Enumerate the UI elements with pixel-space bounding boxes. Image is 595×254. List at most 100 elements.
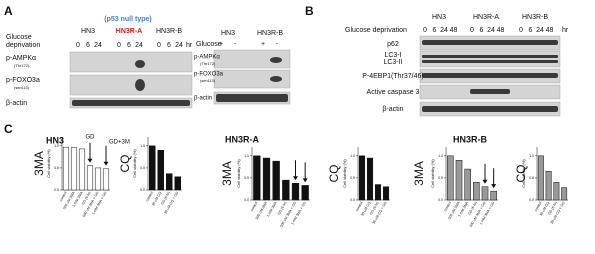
group-header: HN3 — [221, 30, 235, 37]
bar — [561, 187, 568, 201]
bar — [70, 147, 78, 191]
bar — [62, 146, 70, 191]
chart-title: HN3R-B — [453, 134, 488, 144]
time-label: 6 — [127, 42, 131, 49]
sign-label: - — [234, 41, 237, 48]
y-axis-label: Cell viability (%) — [430, 159, 435, 188]
time-label: 24 — [135, 42, 143, 49]
time-label: 6 — [86, 42, 90, 49]
blot-strip — [69, 74, 193, 96]
x-tick-label: 30 uM CQ — [151, 191, 163, 207]
bar — [537, 155, 544, 201]
y-tick-label: 0.0 — [529, 198, 534, 202]
y-tick-label: 0.5 — [529, 176, 534, 180]
x-tick-label: control — [443, 201, 452, 212]
bar — [86, 165, 94, 191]
subtitle: (p53 null type) — [104, 16, 151, 23]
group-header: HN3 — [432, 14, 446, 21]
bar — [282, 179, 290, 201]
row-label: P-4EBP1(Thr37/46) — [362, 73, 423, 80]
time-label: 0 — [157, 42, 161, 49]
bar — [455, 160, 463, 201]
bar — [382, 186, 390, 201]
row-label: β-actin — [6, 100, 27, 107]
time-label: 0 — [117, 42, 121, 49]
blot-band — [422, 73, 558, 78]
arrow-head — [302, 178, 308, 183]
time-label: 0 — [519, 27, 523, 34]
y-axis-label: Cell viability (%) — [132, 149, 137, 178]
bar — [301, 185, 309, 201]
unit: hr — [562, 27, 569, 34]
sign-label: + — [219, 41, 223, 48]
drug-label: CQ — [118, 155, 132, 173]
arrow-head — [482, 179, 488, 184]
bar — [272, 160, 280, 201]
group-header: HN3R-B — [522, 14, 548, 21]
condition: Glucose — [196, 41, 222, 48]
blot-band — [216, 94, 288, 102]
arrow-head — [491, 184, 497, 189]
time-label: 24 — [94, 42, 102, 49]
x-tick-label: GD (6 hr) — [547, 201, 558, 216]
unit: hr — [186, 42, 193, 49]
bar — [545, 171, 552, 201]
bar — [166, 173, 173, 191]
row-label: p-AMPKα — [194, 55, 220, 61]
row-label: p62 — [387, 41, 399, 48]
bar — [358, 155, 366, 201]
y-tick-label: 1.0 — [140, 144, 145, 148]
arrow-head — [293, 176, 298, 181]
blot-band — [422, 106, 558, 112]
time-label: 48 — [450, 27, 458, 34]
arrow-head — [87, 158, 93, 163]
blot-band — [72, 100, 190, 106]
row-label: LC3-I — [384, 52, 401, 59]
group-header: HN3R-B — [257, 30, 283, 37]
bar — [291, 182, 300, 201]
y-axis-label: Cell viability (%) — [521, 159, 526, 188]
chart-title: HN3 — [46, 135, 64, 145]
bar — [481, 186, 489, 201]
row-site: (ser413) — [200, 78, 216, 83]
bar — [102, 168, 110, 191]
x-tick-label: GD (6 hr) — [160, 191, 171, 206]
blot-band — [470, 89, 510, 94]
y-tick-label: 1.0 — [244, 154, 249, 158]
time-label: 24 — [175, 42, 183, 49]
condition: deprivation — [6, 42, 40, 49]
group-header: HN3 — [81, 28, 95, 35]
bar — [490, 190, 497, 201]
blot-band — [135, 60, 145, 68]
row-label: LC3-II — [383, 59, 402, 66]
bar — [149, 145, 156, 191]
group-header: HN3R-A — [116, 28, 142, 35]
row-label: p-FOXO3a — [194, 72, 224, 78]
row-label: Active caspase 3 — [367, 89, 420, 96]
x-tick-label: 30 uM CQ — [539, 201, 551, 217]
time-label: 0 — [470, 27, 474, 34]
row-label: p-FOXO3a — [6, 77, 40, 84]
time-label: 6 — [167, 42, 171, 49]
x-tick-label: GD (6 hr) — [369, 201, 380, 216]
y-tick-label: 1.0 — [438, 154, 443, 158]
chart-title: HN3R-A — [225, 134, 260, 144]
y-axis-label: Cell viability (%) — [236, 159, 241, 188]
row-label: β-actin — [382, 106, 403, 113]
time-label: 24 — [536, 27, 544, 34]
y-axis-label: Cell viability (%) — [46, 149, 51, 178]
blot-band — [422, 60, 558, 63]
annotation: GD — [86, 134, 96, 140]
time-label: 24 — [487, 27, 495, 34]
blot-band — [270, 76, 282, 82]
y-tick-label: 1.0 — [54, 144, 59, 148]
x-tick-label: control — [534, 201, 543, 212]
x-tick-label: 30 uM CQ — [360, 201, 372, 217]
blot-strip — [69, 51, 193, 73]
bar — [447, 155, 454, 201]
drug-label: CQ — [514, 165, 528, 183]
row-label: β-actin — [194, 96, 212, 102]
y-tick-label: 0.0 — [140, 188, 145, 192]
time-label: 24 — [440, 27, 448, 34]
